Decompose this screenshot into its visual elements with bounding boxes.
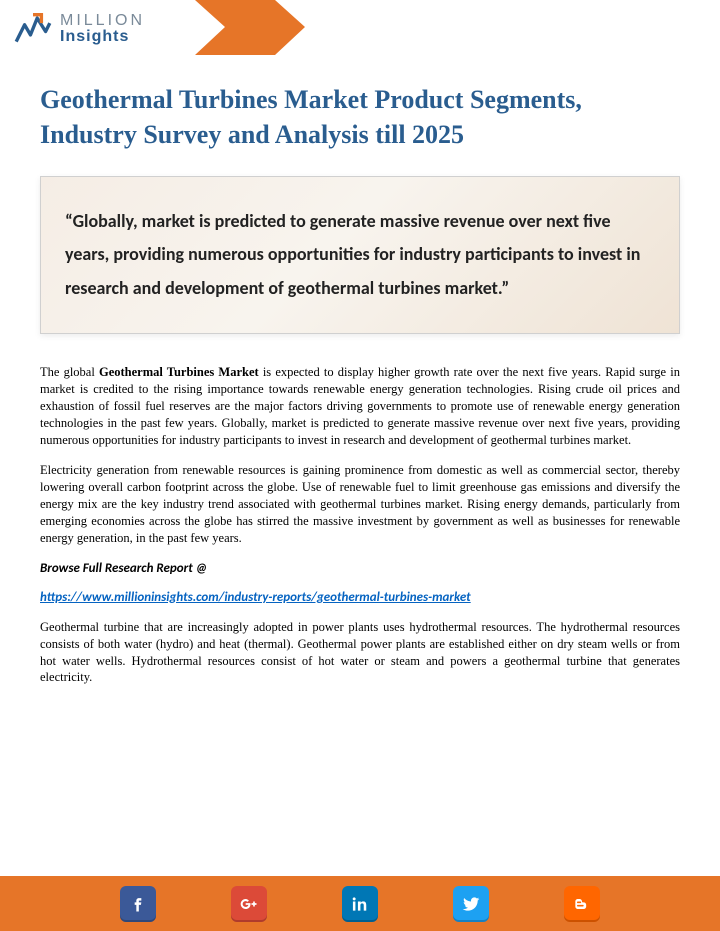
paragraph-3: Geothermal turbine that are increasingly… — [40, 619, 680, 687]
quote-box: “Globally, market is predicted to genera… — [40, 176, 680, 334]
browse-label: Browse Full Research Report @ — [40, 561, 680, 576]
page-title: Geothermal Turbines Market Product Segme… — [40, 82, 680, 152]
quote-text: “Globally, market is predicted to genera… — [65, 205, 655, 305]
googleplus-button[interactable] — [231, 886, 267, 922]
blogger-icon — [572, 894, 592, 914]
logo-icon — [12, 8, 54, 50]
header: MILLION Insights — [0, 0, 720, 70]
facebook-icon — [128, 894, 148, 914]
p1-bold: Geothermal Turbines Market — [99, 365, 259, 379]
facebook-button[interactable] — [120, 886, 156, 922]
footer — [0, 876, 720, 931]
paragraph-2: Electricity generation from renewable re… — [40, 462, 680, 546]
twitter-button[interactable] — [453, 886, 489, 922]
logo-text: MILLION Insights — [60, 13, 145, 45]
p1-prefix: The global — [40, 365, 99, 379]
twitter-icon — [461, 894, 481, 914]
logo-line2: Insights — [60, 29, 145, 45]
paragraph-1: The global Geothermal Turbines Market is… — [40, 364, 680, 448]
blogger-button[interactable] — [564, 886, 600, 922]
logo: MILLION Insights — [12, 8, 145, 50]
report-link[interactable]: https://www.millioninsights.com/industry… — [40, 590, 680, 605]
linkedin-button[interactable] — [342, 886, 378, 922]
googleplus-icon — [239, 894, 259, 914]
content-area: Geothermal Turbines Market Product Segme… — [0, 82, 720, 686]
logo-line1: MILLION — [60, 13, 145, 29]
header-arrow-icon — [195, 0, 315, 55]
linkedin-icon — [350, 894, 370, 914]
